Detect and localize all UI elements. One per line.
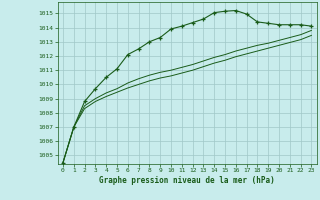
X-axis label: Graphe pression niveau de la mer (hPa): Graphe pression niveau de la mer (hPa) xyxy=(99,176,275,185)
